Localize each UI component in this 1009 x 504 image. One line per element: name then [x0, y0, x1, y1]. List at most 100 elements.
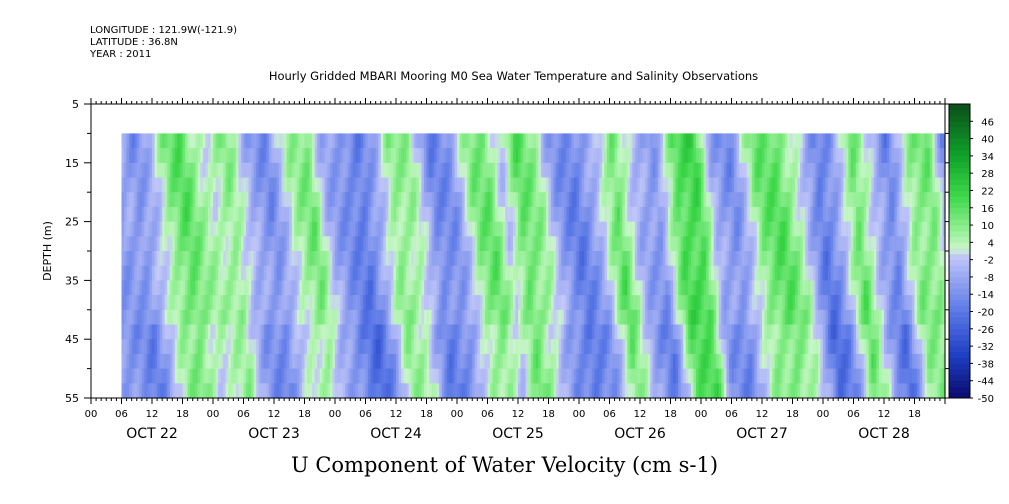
- heat-cell: [355, 324, 359, 340]
- heat-cell: [523, 324, 527, 340]
- heat-cell: [423, 309, 428, 326]
- heat-cell: [347, 265, 351, 281]
- heat-cell: [604, 162, 608, 179]
- heat-cell: [215, 221, 219, 237]
- heat-cell: [797, 265, 801, 281]
- heat-cell: [210, 295, 214, 311]
- heat-cell: [495, 324, 499, 340]
- heat-cell: [439, 192, 443, 208]
- heat-cell: [360, 251, 364, 267]
- heat-cell: [484, 309, 489, 326]
- heat-cell: [756, 339, 761, 355]
- heat-cell: [695, 383, 700, 399]
- heat-cell: [253, 324, 257, 340]
- heat-cell: [185, 368, 189, 384]
- heat-cell: [187, 368, 191, 384]
- heat-cell: [624, 265, 628, 281]
- heat-cell: [797, 324, 801, 340]
- heat-cell: [362, 148, 367, 164]
- heat-cell: [146, 339, 151, 355]
- heat-cell: [413, 383, 417, 399]
- heat-cell: [317, 295, 321, 311]
- heat-cell: [383, 324, 387, 340]
- heat-cell: [314, 221, 318, 237]
- heat-cell: [200, 192, 204, 208]
- heat-cell: [324, 368, 328, 384]
- heat-cell: [342, 162, 346, 179]
- heat-cell: [685, 162, 689, 179]
- heat-cell: [124, 353, 128, 370]
- heat-cell: [629, 324, 633, 340]
- heat-cell: [734, 192, 738, 208]
- heat-cell: [545, 265, 550, 281]
- heat-cell: [220, 236, 224, 252]
- heat-cell: [429, 353, 433, 370]
- heat-cell: [152, 280, 156, 296]
- heat-cell: [596, 339, 600, 355]
- heat-cell: [716, 339, 720, 355]
- heat-cell: [792, 251, 796, 267]
- heat-cell: [230, 368, 234, 384]
- heat-cell: [617, 265, 621, 281]
- heat-cell: [533, 309, 537, 326]
- heat-cell: [713, 192, 717, 208]
- heat-cell: [540, 368, 545, 384]
- heat-cell: [154, 177, 158, 193]
- heat-cell: [523, 295, 527, 311]
- heat-cell: [744, 162, 748, 179]
- heat-cell: [594, 368, 598, 384]
- heat-cell: [251, 280, 255, 296]
- heat-cell: [144, 192, 148, 208]
- heat-cell: [401, 339, 405, 355]
- heat-cell: [556, 265, 560, 281]
- heat-cell: [314, 236, 318, 252]
- heat-cell: [718, 309, 722, 326]
- heat-cell: [126, 353, 130, 370]
- heat-cell: [683, 177, 687, 193]
- heat-cell: [746, 368, 750, 384]
- heat-cell: [495, 251, 499, 267]
- heat-cell: [568, 133, 572, 149]
- heat-cell: [347, 280, 351, 296]
- heat-cell: [741, 265, 745, 281]
- heat-cell: [640, 192, 644, 208]
- heat-cell: [756, 368, 761, 384]
- heat-cell: [393, 309, 397, 326]
- heat-cell: [126, 251, 130, 267]
- heat-cell: [622, 339, 626, 355]
- heat-cell: [271, 280, 275, 296]
- heat-cell: [246, 383, 250, 399]
- heat-cell: [581, 309, 585, 326]
- heat-cell: [197, 162, 201, 179]
- heat-cell: [810, 383, 814, 399]
- heat-cell: [340, 265, 344, 281]
- heat-cell: [182, 133, 186, 149]
- heat-cell: [530, 206, 534, 223]
- heat-cell: [817, 192, 822, 208]
- heat-cell: [271, 206, 275, 223]
- heat-cell: [695, 353, 700, 370]
- heat-cell: [675, 192, 679, 208]
- heat-cell: [495, 353, 499, 370]
- heat-cell: [172, 339, 176, 355]
- heat-cell: [261, 383, 265, 399]
- heat-cell: [317, 162, 321, 179]
- heat-cell: [728, 133, 733, 149]
- heat-cell: [126, 162, 130, 179]
- heat-cell: [449, 280, 453, 296]
- heat-cell: [688, 353, 692, 370]
- heat-cell: [721, 324, 725, 340]
- heat-cell: [510, 206, 514, 223]
- heat-cell: [728, 295, 733, 311]
- heat-cell: [451, 368, 456, 384]
- heat-cell: [612, 148, 616, 164]
- heat-cell: [561, 324, 565, 340]
- heat-cell: [157, 280, 161, 296]
- heat-cell: [739, 295, 743, 311]
- heat-cell: [464, 221, 468, 237]
- heat-cell: [342, 133, 346, 149]
- heat-cell: [657, 192, 661, 208]
- heat-cell: [469, 236, 473, 252]
- heat-cell: [378, 295, 382, 311]
- heat-cell: [449, 295, 453, 311]
